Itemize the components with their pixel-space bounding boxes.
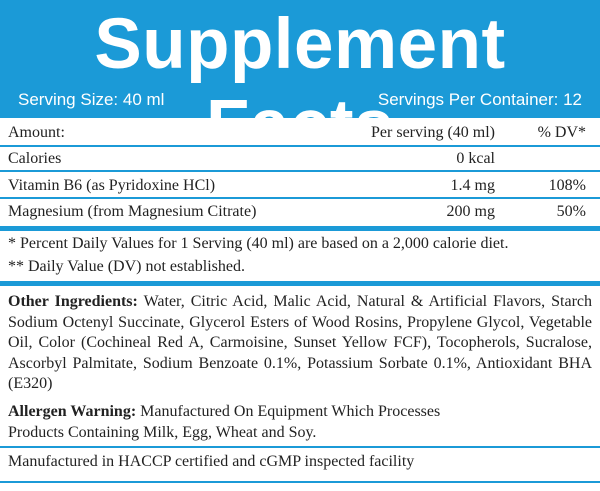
footnote: ** Daily Value (DV) not established. [8, 258, 245, 275]
header: Supplement Facts Serving Size: 40 ml Ser… [0, 0, 600, 165]
divider [0, 446, 600, 448]
manufacturing: Manufactured in HACCP certified and cGMP… [8, 453, 415, 470]
divider [0, 145, 600, 147]
serving-size: Serving Size: 40 ml [18, 90, 165, 109]
allergen-warning: Allergen Warning: Manufactured On Equipm… [8, 402, 488, 443]
column-header: Per serving (40 ml) [371, 124, 495, 141]
text: Manufactured On Equipment Which Processe… [8, 403, 441, 441]
divider [0, 196, 600, 199]
divider [0, 281, 600, 286]
footnote: * Percent Daily Values for 1 Serving (40… [8, 235, 509, 252]
row-amount: 0 kcal [456, 150, 495, 167]
row-name: Calories [8, 150, 62, 167]
title: Supplement Facts [94, 5, 506, 165]
column-header: Amount: [8, 124, 65, 141]
text: Water, Citric Acid, Malic Acid, Natural … [8, 293, 592, 392]
label: Allergen Warning: [8, 403, 137, 420]
row-name: Magnesium (from Magnesium Citrate) [8, 203, 257, 220]
divider [0, 481, 600, 483]
row-amount: 200 mg [446, 203, 495, 220]
row-name: Vitamin B6 (as Pyridoxine HCl) [8, 176, 216, 194]
column-header: % DV* [537, 124, 586, 141]
row-dv: 50% [556, 203, 586, 220]
divider [0, 170, 600, 172]
servings-per-container: Servings Per Container: 12 [377, 90, 582, 109]
other-ingredients: Other Ingredients: Water, Citric Acid, M… [8, 292, 592, 395]
row-dv: 108% [548, 176, 586, 194]
row-amount: 1.4 mg [450, 176, 495, 194]
label: Other Ingredients: [8, 293, 138, 310]
divider [0, 226, 600, 231]
